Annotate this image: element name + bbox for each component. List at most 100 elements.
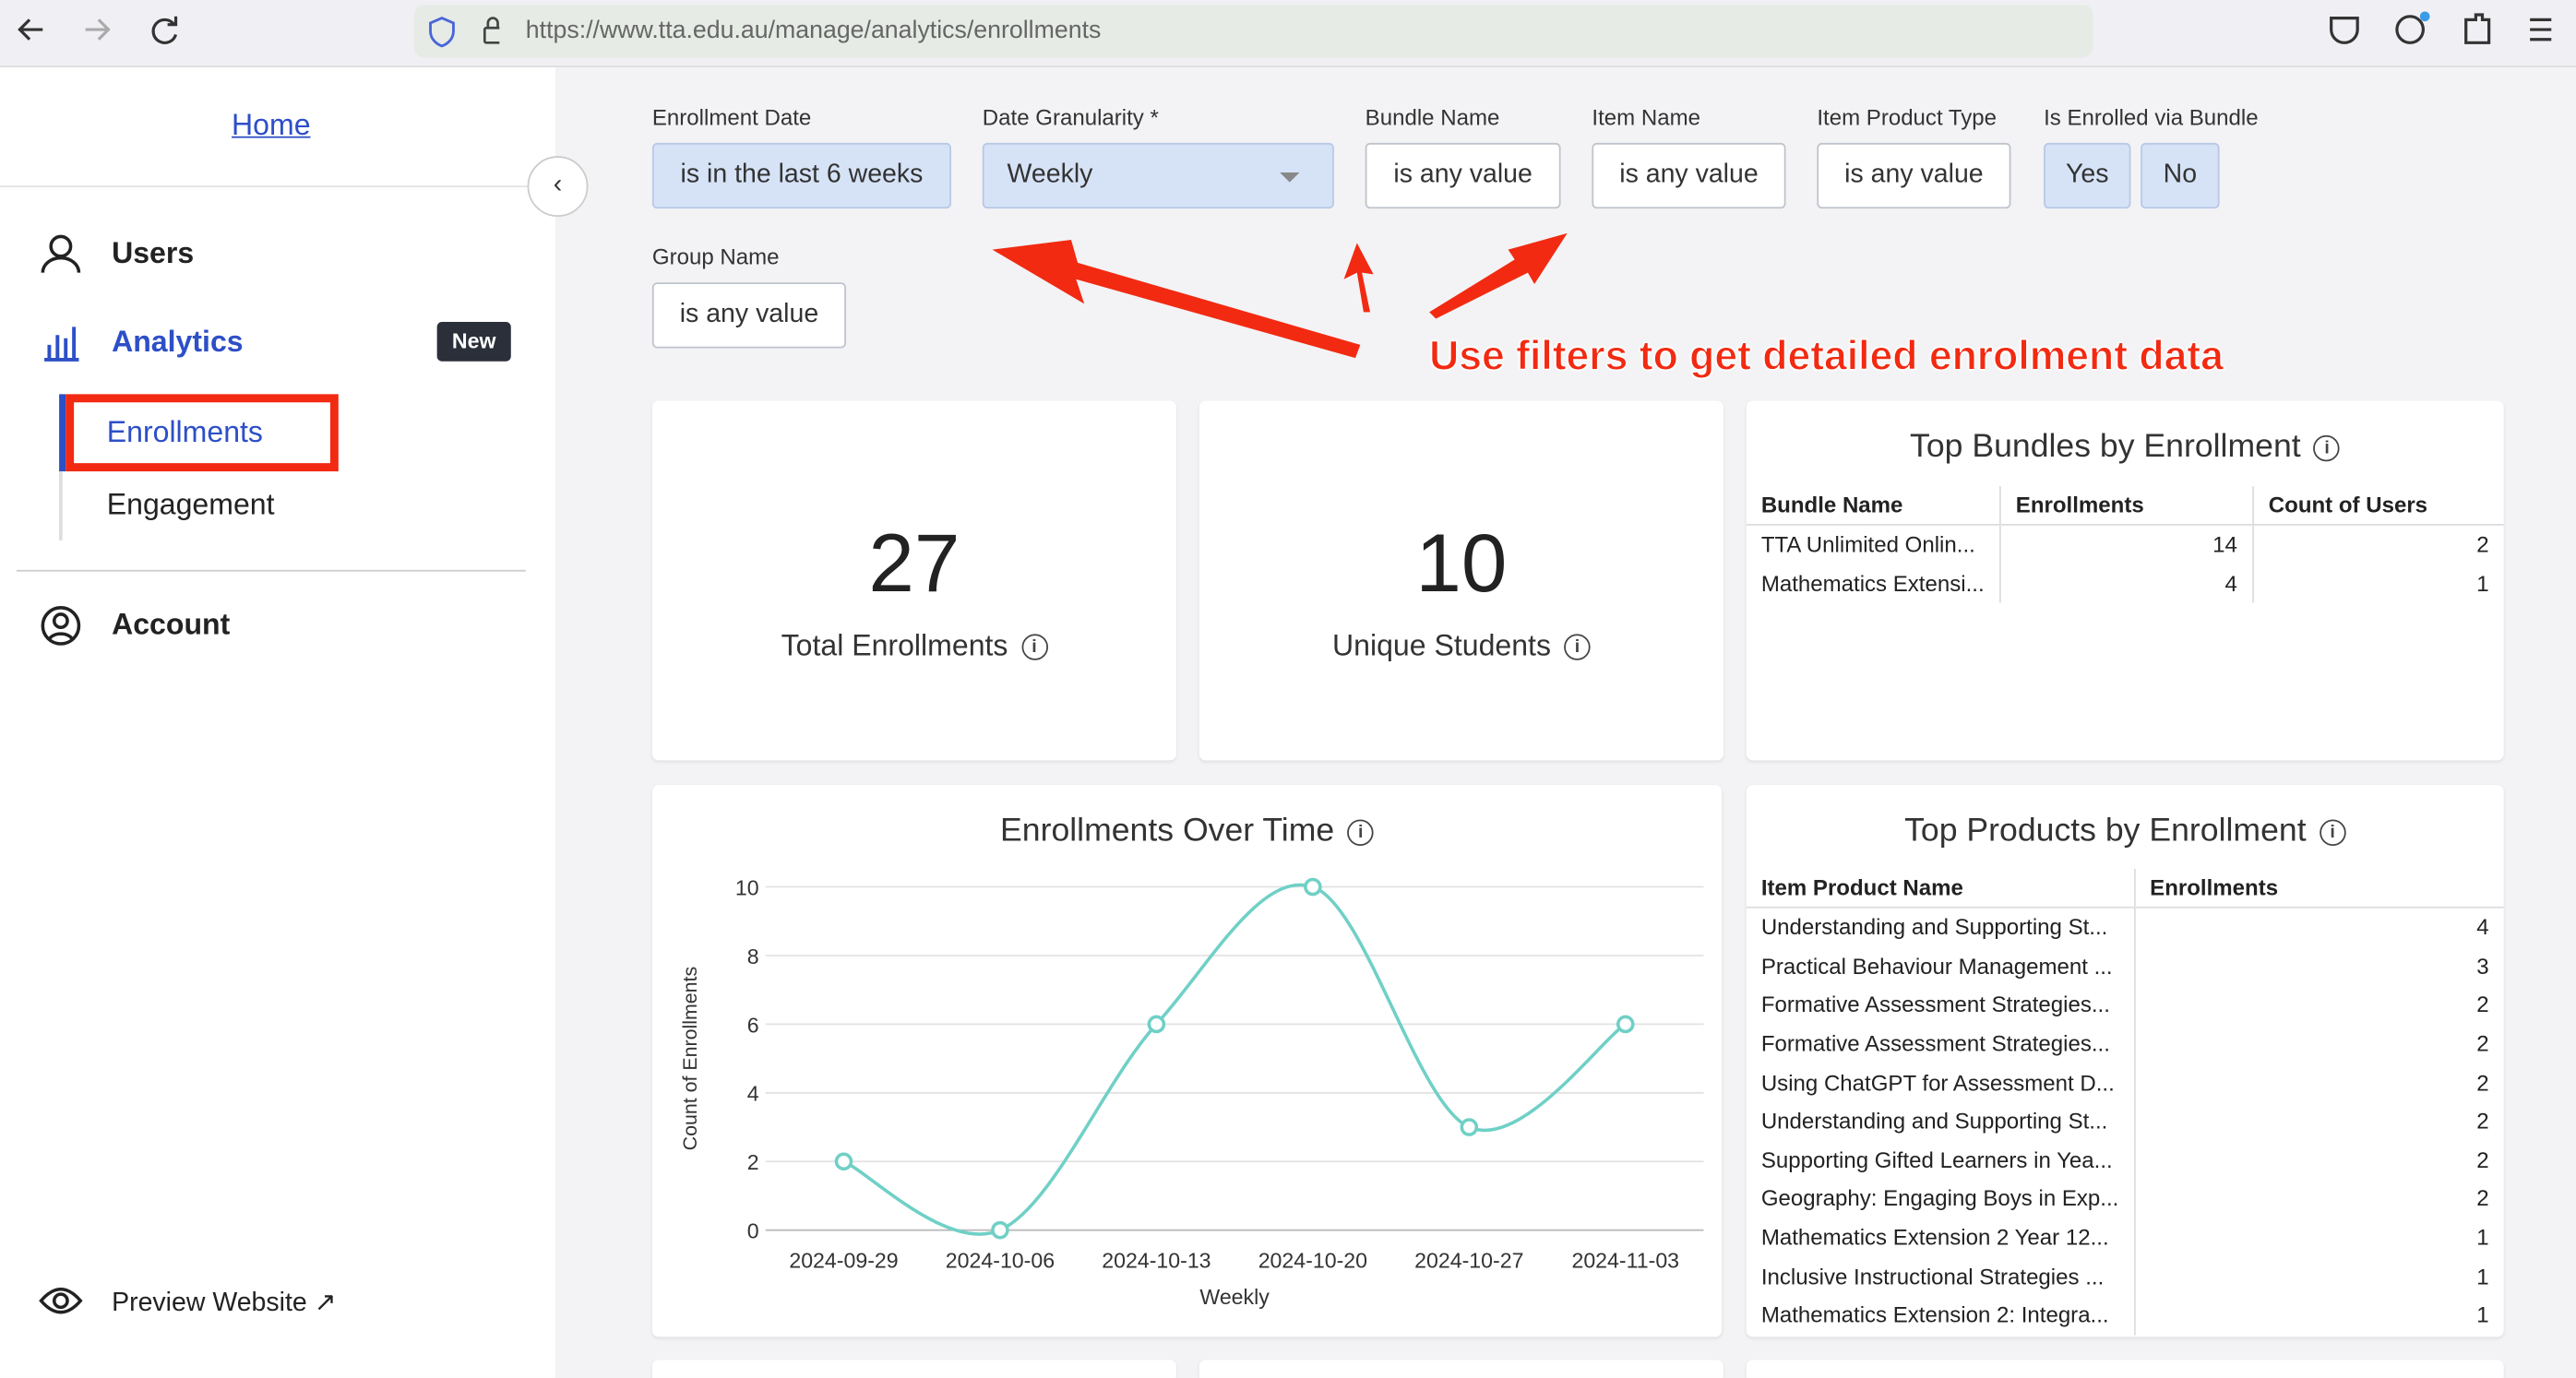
filter-value: is any value: [1844, 160, 1984, 189]
filter-input[interactable]: is any value: [1365, 142, 1561, 209]
highlight-box: [66, 394, 339, 472]
arrow: [992, 239, 1361, 359]
table-cell: 2: [2133, 1101, 2504, 1141]
nav-users[interactable]: Users: [112, 236, 195, 270]
nav-account[interactable]: Account: [112, 607, 231, 641]
filter-input[interactable]: is in the last 6 weeks: [651, 142, 951, 209]
card-title-row: Top Bundles by Enrollment i: [1747, 429, 2504, 467]
home-link[interactable]: Home: [232, 108, 311, 142]
card-peek: [651, 1360, 1176, 1378]
table-cell: 1: [2251, 564, 2504, 603]
filter-label: Is Enrolled via Bundle: [2044, 104, 2259, 130]
account-icon[interactable]: [2395, 15, 2426, 44]
x-tick-label: 2024-10-06: [946, 1249, 1055, 1273]
divider: [16, 569, 526, 572]
nav-engagement[interactable]: Engagement: [106, 487, 275, 521]
chart-title: Enrollments Over Time: [1000, 813, 1335, 849]
filter-input[interactable]: Weekly: [982, 142, 1334, 209]
table-cell: Formative Assessment Strategies...: [1760, 1031, 2110, 1057]
info-icon[interactable]: i: [2319, 819, 2346, 846]
toggle-option[interactable]: No: [2141, 142, 2220, 209]
table-row: Practical Behaviour Management ... 3: [1747, 946, 2504, 986]
data-point: [834, 1152, 853, 1171]
kpi-card: 27 Total Enrollments i: [651, 400, 1176, 761]
filter-value: is any value: [1393, 160, 1532, 189]
nav-analytics[interactable]: Analytics: [112, 325, 244, 359]
series-line: [842, 883, 1627, 1236]
info-icon[interactable]: i: [2313, 434, 2341, 461]
table-row: Mathematics Extension 2: Integra... 1: [1747, 1295, 2504, 1335]
kpi-label-row: Unique Students i: [1199, 629, 1723, 663]
table-cell: Understanding and Supporting St...: [1760, 1109, 2108, 1134]
url-field[interactable]: https://www.tta.edu.au/manage/analytics/…: [413, 5, 2093, 58]
extensions-icon[interactable]: [2464, 13, 2491, 44]
y-axis-label: Count of Enrollments: [679, 967, 701, 1150]
filter-label: Group Name: [651, 244, 780, 270]
header-row: Bundle Name Enrollments Count of Users: [1746, 486, 2504, 526]
annotation-arrows: [992, 232, 1568, 359]
column-header: Count of Users: [2251, 486, 2504, 526]
x-tick-label: 2024-11-03: [1571, 1249, 1679, 1273]
table-cell: 1: [2133, 1256, 2504, 1296]
info-icon[interactable]: i: [1020, 634, 1048, 661]
table-row: Understanding and Supporting St... 4: [1747, 907, 2504, 947]
table-cell: 2: [2133, 1024, 2504, 1063]
column-header: Bundle Name: [1746, 486, 2000, 526]
data-point: [1304, 877, 1322, 897]
reload-button[interactable]: [151, 16, 178, 44]
table-cell: 14: [1998, 524, 2253, 564]
browser-toolbar: https://www.tta.edu.au/manage/analytics/…: [0, 0, 2576, 68]
table-cell: 2: [2133, 985, 2504, 1025]
filter-input[interactable]: is any value: [651, 282, 847, 349]
preview-website-link[interactable]: Preview Website ↗: [112, 1289, 337, 1318]
eye-icon: [39, 1288, 83, 1314]
new-badge: New: [436, 321, 511, 362]
card-title: Top Bundles by Enrollment: [1910, 428, 2301, 465]
y-tick-label: 4: [747, 1082, 759, 1106]
data-point: [1147, 1015, 1166, 1034]
column-header: Enrollments: [1998, 486, 2253, 526]
filter-value: is any value: [1619, 160, 1759, 189]
info-icon[interactable]: i: [1347, 819, 1374, 846]
data-point: [991, 1220, 1009, 1240]
table-cell: 3: [2133, 946, 2504, 986]
collapse-button[interactable]: ‹: [527, 156, 589, 218]
filter-value: is in the last 6 weeks: [680, 160, 924, 189]
pocket-icon[interactable]: [2330, 16, 2359, 44]
dropdown-caret: [1280, 172, 1300, 183]
x-axis-label: Weekly: [1199, 1285, 1270, 1309]
table-cell: 2: [2251, 524, 2504, 564]
nav-enrollments[interactable]: Enrollments: [106, 415, 263, 449]
info-icon[interactable]: i: [1564, 634, 1591, 661]
filter-label: Bundle Name: [1365, 104, 1500, 130]
toggle-option[interactable]: Yes: [2044, 142, 2131, 209]
menu-button[interactable]: [2530, 18, 2552, 42]
filter-input[interactable]: is any value: [1817, 142, 2011, 209]
card-peek: [1746, 1360, 2504, 1378]
table-cell: Geography: Engaging Boys in Exp...: [1760, 1186, 2119, 1212]
line-chart: 0 2 4 6 8 10 2024-09-29 2024-10-06 2024-10-13 202…: [679, 875, 1704, 1309]
x-tick-label: 2024-10-13: [1102, 1249, 1210, 1273]
table-card: Top Products by Enrollment i Item Product…: [1746, 785, 2504, 1337]
filter-label: Enrollment Date: [651, 104, 812, 130]
x-tick-label: 2024-09-29: [789, 1249, 898, 1273]
y-tick-label: 2: [747, 1150, 759, 1174]
card-title-row: Top Products by Enrollment i: [1747, 813, 2504, 850]
table-card: Top Bundles by Enrollment i Bundle Name En…: [1746, 400, 2504, 761]
filter-label: Item Name: [1592, 104, 1700, 130]
card-peek: [1199, 1360, 1723, 1378]
kpi-label-row: Total Enrollments i: [652, 629, 1176, 663]
sidebar: Home Users Analytics New Enrollments Eng…: [0, 67, 555, 1378]
account-icon: [41, 606, 81, 646]
table-row: Supporting Gifted Learners in Yea... 2: [1747, 1140, 2504, 1180]
kpi-card: 10 Unique Students i: [1199, 400, 1723, 761]
card-title-row: Enrollments Over Time i: [652, 813, 1722, 850]
table-row: Mathematics Extensi... 4 1: [1747, 564, 2504, 603]
annotation: Use filters to get detailed enrolment da…: [1429, 333, 2224, 380]
filter-input[interactable]: is any value: [1592, 142, 1786, 209]
y-tick-label: 6: [747, 1013, 759, 1037]
back-button[interactable]: [18, 18, 43, 41]
forward-button[interactable]: [85, 18, 111, 41]
